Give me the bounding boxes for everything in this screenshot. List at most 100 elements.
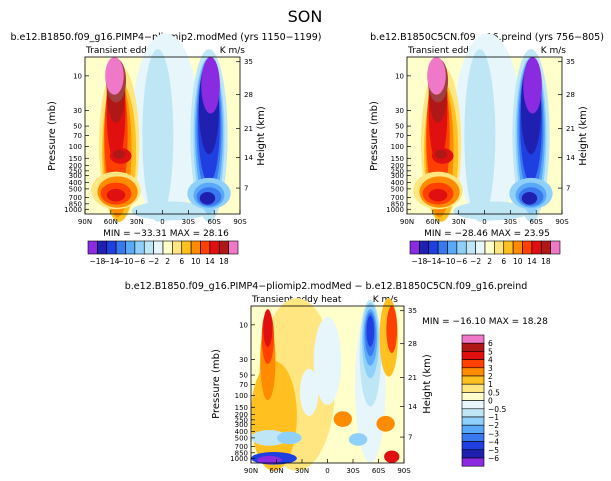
colorbar-swatch: [200, 240, 211, 255]
y-tick-label: 1000: [386, 206, 404, 214]
colorbar-swatch: [461, 424, 485, 434]
y-axis-label: Pressure (mb): [369, 101, 380, 171]
y-axis-right-label: Height (km): [256, 106, 267, 166]
y-tick-label: 100: [69, 143, 82, 151]
colorbar-swatch: [428, 240, 439, 255]
x-tick-label: 90N: [78, 218, 92, 226]
colorbar-swatch: [531, 240, 542, 255]
y-tick-label: 1000: [230, 455, 248, 463]
y-tick-label: 400: [391, 179, 404, 187]
colorbar-swatch: [209, 240, 220, 255]
y-tick-label: 500: [69, 185, 82, 193]
colorbar-swatch: [181, 240, 192, 255]
y-tick-label: 400: [235, 428, 248, 436]
colorbar-label: 3: [488, 364, 493, 373]
y-tick-label: 70: [395, 132, 404, 140]
colorbar-swatch: [461, 400, 485, 410]
y-tick-label: 150: [69, 155, 82, 163]
y-tick-label: 850: [391, 200, 404, 208]
x-tick-label: 30S: [504, 218, 518, 226]
y-axis-right: 35 28 21 14 7: [400, 307, 417, 442]
y-right-tick-label: 28: [408, 340, 417, 348]
colorbar-swatch: [461, 433, 485, 442]
colorbar-swatch: [172, 240, 183, 255]
x-tick-label: 0: [160, 218, 164, 226]
colorbar-swatch: [419, 240, 430, 255]
panel-units: K m/s: [541, 46, 567, 56]
y-tick-label: 250: [391, 167, 404, 175]
x-tick-label: 0: [482, 218, 486, 226]
y-tick-label: 100: [391, 143, 404, 151]
colorbar-swatch: [125, 240, 136, 255]
colorbar-swatch: [465, 240, 476, 255]
colorbar-left: −18−14−10 −6 −2 2 6 10 14 18: [87, 240, 239, 266]
colorbar-label: 18: [541, 257, 551, 266]
colorbar-swatch: [550, 240, 561, 255]
colorbar-swatch: [134, 240, 145, 255]
panel-subtitle: Transient eddy heat: [407, 46, 498, 56]
y-tick-label: 300: [235, 421, 248, 429]
colorbar-label: −6: [134, 257, 145, 266]
colorbar-label: 18: [219, 257, 229, 266]
colorbar-label: 6: [501, 257, 506, 266]
y-tick-label: 150: [391, 155, 404, 163]
x-tick-label: 90N: [400, 218, 414, 226]
x-tick-label: 30N: [295, 467, 309, 475]
colorbar-swatch: [437, 240, 448, 255]
y-axis-label: Pressure (mb): [47, 101, 58, 171]
colorbar-label: −6: [456, 257, 467, 266]
x-axis: 90N 60N 30N 0 30S 60S 90S: [244, 459, 411, 475]
colorbar-swatch: [461, 441, 485, 451]
colorbar-swatch: [447, 240, 458, 255]
y-tick-label: 10: [395, 72, 404, 80]
colorbar-swatch: [461, 367, 485, 377]
y-right-tick-label: 21: [566, 125, 575, 133]
x-tick-label: 30N: [452, 218, 466, 226]
colorbar-label: 6: [179, 257, 184, 266]
panel-title: b.e12.B1850.f09_g16.PIMP4−pliomip2.modMe…: [125, 281, 528, 292]
colorbar-label: −18: [89, 257, 105, 266]
x-tick-label: 60N: [269, 467, 283, 475]
x-axis: 90N 60N 30N 0 30S 60S 90S: [400, 210, 569, 226]
y-tick-label: 200: [391, 162, 404, 170]
colorbar-swatch: [461, 375, 485, 385]
x-tick-label: 60S: [529, 218, 543, 226]
y-right-tick-label: 14: [408, 403, 417, 411]
colorbar-swatch: [162, 240, 173, 255]
y-right-tick-label: 14: [244, 154, 253, 162]
colorbar-swatch: [512, 240, 523, 255]
colorbar-label: 5: [488, 347, 493, 356]
colorbar-label: −10: [440, 257, 456, 266]
colorbar-label: 4: [488, 356, 493, 365]
y-tick-label: 70: [73, 132, 82, 140]
y-right-tick-label: 28: [244, 91, 253, 99]
y-right-tick-label: 35: [408, 307, 417, 315]
panel-difference: b.e12.B1850.f09_g16.PIMP4−pliomip2.modMe…: [125, 281, 548, 475]
colorbar-swatch: [475, 240, 486, 255]
colorbar-swatch: [461, 416, 485, 426]
y-tick-label: 100: [235, 392, 248, 400]
x-tick-label: 90S: [233, 218, 247, 226]
colorbar-swatch: [484, 240, 495, 255]
y-tick-label: 250: [69, 167, 82, 175]
colorbar-label: 2: [488, 372, 493, 381]
x-tick-label: 90N: [244, 467, 258, 475]
colorbar-swatch: [228, 240, 239, 255]
y-right-tick-label: 14: [566, 154, 575, 162]
y-right-tick-label: 35: [244, 58, 253, 66]
colorbar-swatch: [540, 240, 551, 255]
y-tick-label: 850: [235, 449, 248, 457]
panel-subtitle: Transient eddy heat: [85, 46, 176, 56]
y-tick-label: 50: [73, 123, 82, 131]
stats-text: MIN = −33.31 MAX = 28.16: [103, 229, 229, 239]
y-right-tick-label: 21: [408, 374, 417, 382]
colorbar-swatch: [461, 408, 485, 418]
stats-text: MIN = −16.10 MAX = 18.28: [422, 317, 548, 327]
colorbar-swatch: [106, 240, 117, 255]
y-tick-label: 10: [73, 72, 82, 80]
colorbar-label: −3: [488, 429, 499, 438]
colorbar-swatch: [461, 449, 485, 459]
y-tick-label: 400: [69, 179, 82, 187]
